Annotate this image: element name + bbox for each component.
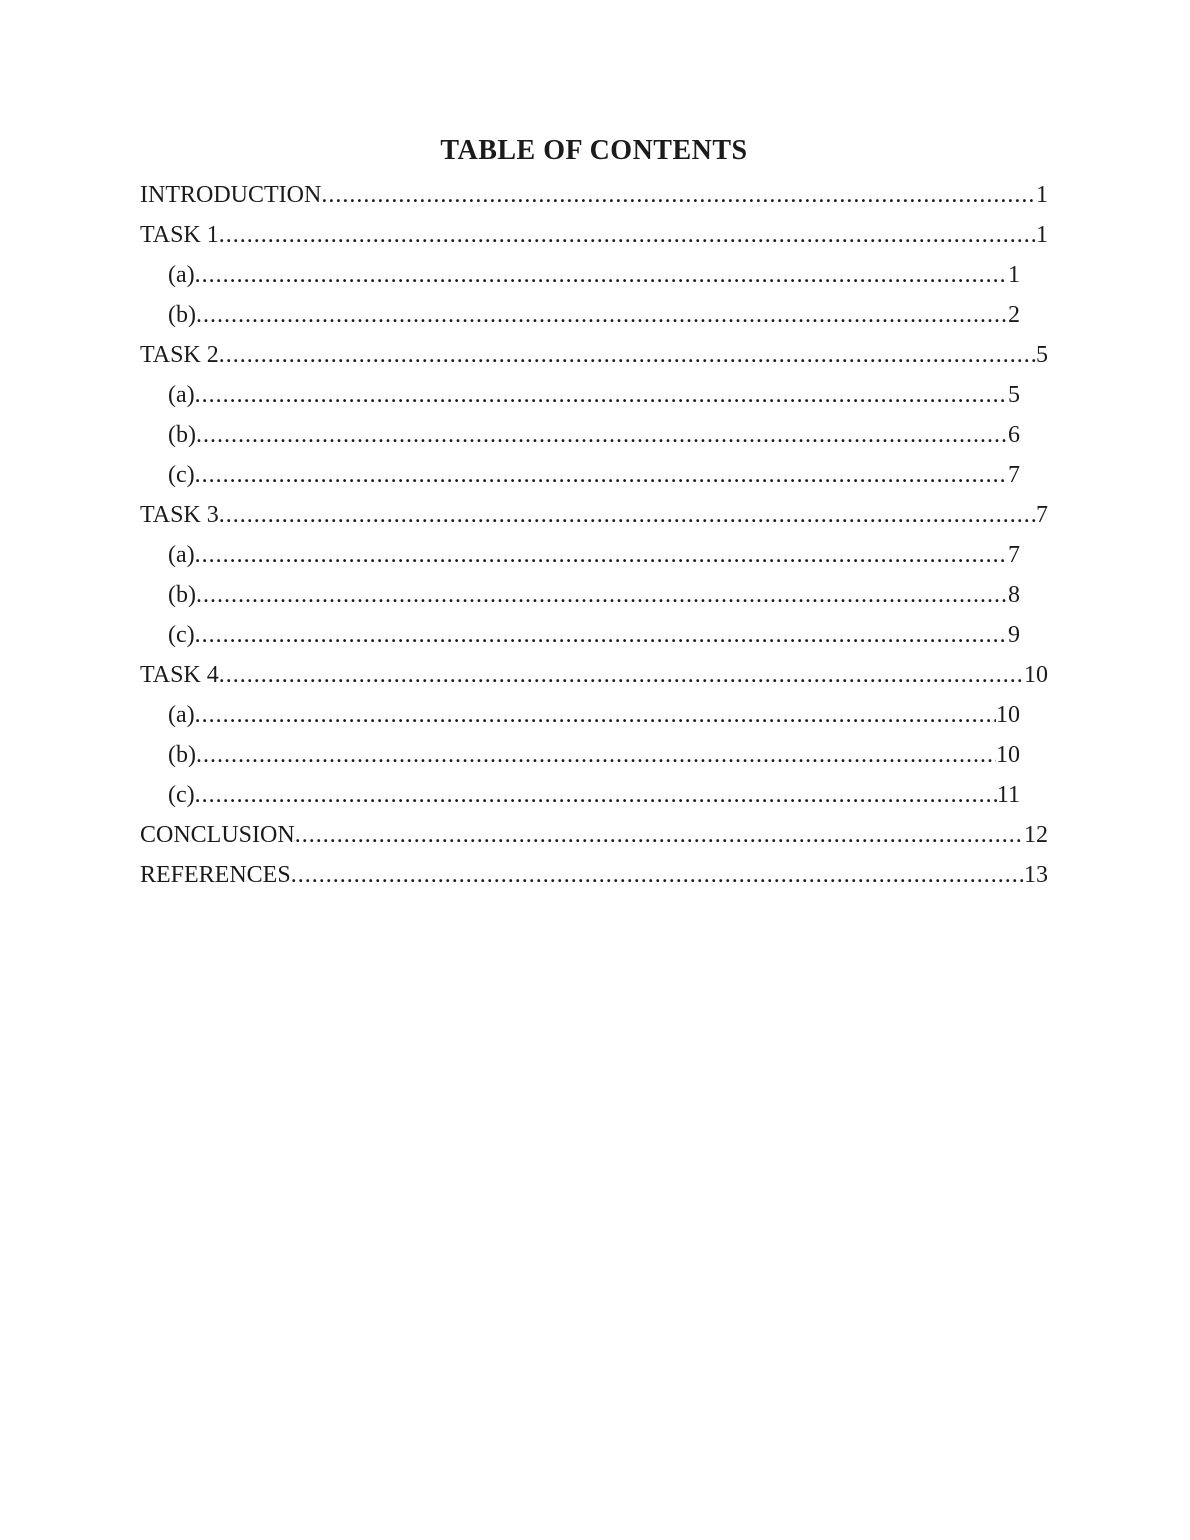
- toc-entry: (a) 7: [140, 535, 1048, 575]
- toc-entry-label: (b): [168, 581, 196, 608]
- toc-entry: TASK 4 10: [140, 655, 1048, 695]
- dot-leader: [196, 415, 1008, 455]
- toc-list: INTRODUCTION 1 TASK 1 1 (a) 1 (b) 2 TASK…: [140, 175, 1048, 895]
- toc-entry: TASK 1 1: [140, 215, 1048, 255]
- toc-page-number: 10: [996, 701, 1020, 728]
- toc-page-number: 1: [1036, 221, 1048, 248]
- dot-leader: [219, 655, 1024, 695]
- toc-entry: TASK 3 7: [140, 495, 1048, 535]
- toc-entry-label: TASK 4: [140, 661, 219, 688]
- toc-entry-label: REFERENCES: [140, 861, 291, 888]
- toc-page-number: 5: [1036, 341, 1048, 368]
- toc-page-number: 1: [1036, 181, 1048, 208]
- dot-leader: [321, 175, 1036, 215]
- dot-leader: [219, 495, 1036, 535]
- toc-entry-label: (c): [168, 461, 195, 488]
- toc-page-number: 9: [1008, 621, 1020, 648]
- toc-entry-label: (b): [168, 741, 196, 768]
- toc-entry: (b) 6: [140, 415, 1048, 455]
- toc-entry: TASK 2 5: [140, 335, 1048, 375]
- toc-entry-label: TASK 3: [140, 501, 219, 528]
- toc-page-number: 5: [1008, 381, 1020, 408]
- toc-page-number: 10: [1024, 661, 1048, 688]
- dot-leader: [291, 855, 1024, 895]
- toc-page-number: 1: [1008, 261, 1020, 288]
- dot-leader: [195, 375, 1008, 415]
- toc-entry: INTRODUCTION 1: [140, 175, 1048, 215]
- toc-page-number: 2: [1008, 301, 1020, 328]
- dot-leader: [195, 775, 997, 815]
- toc-entry: (c) 11: [140, 775, 1048, 815]
- toc-entry-label: (a): [168, 381, 195, 408]
- dot-leader: [195, 535, 1008, 575]
- toc-entry-label: TASK 1: [140, 221, 219, 248]
- toc-page-number: 7: [1036, 501, 1048, 528]
- toc-entry-label: (a): [168, 701, 195, 728]
- toc-entry: (b) 2: [140, 295, 1048, 335]
- toc-entry-label: (a): [168, 261, 195, 288]
- dot-leader: [195, 615, 1008, 655]
- dot-leader: [295, 815, 1024, 855]
- dot-leader: [195, 255, 1008, 295]
- toc-entry: (a) 1: [140, 255, 1048, 295]
- toc-entry-label: (b): [168, 301, 196, 328]
- dot-leader: [219, 215, 1036, 255]
- toc-title: TABLE OF CONTENTS: [440, 135, 748, 166]
- toc-entry: (c) 7: [140, 455, 1048, 495]
- toc-page-number: 10: [996, 741, 1020, 768]
- dot-leader: [196, 295, 1008, 335]
- toc-entry-label: (c): [168, 781, 195, 808]
- toc-entry-label: (b): [168, 421, 196, 448]
- toc-entry-label: TASK 2: [140, 341, 219, 368]
- toc-entry-label: (c): [168, 621, 195, 648]
- toc-entry-label: CONCLUSION: [140, 821, 295, 848]
- dot-leader: [195, 695, 996, 735]
- toc-entry: (b) 10: [140, 735, 1048, 775]
- toc-page-number: 13: [1024, 861, 1048, 888]
- toc-entry: (a) 10: [140, 695, 1048, 735]
- toc-page-number: 11: [996, 781, 1020, 808]
- toc-page-number: 8: [1008, 581, 1020, 608]
- toc-entry: CONCLUSION 12: [140, 815, 1048, 855]
- toc-entry: (b) 8: [140, 575, 1048, 615]
- toc-entry-label: (a): [168, 541, 195, 568]
- toc-page-number: 6: [1008, 421, 1020, 448]
- toc-page-number: 12: [1024, 821, 1048, 848]
- toc-page-number: 7: [1008, 461, 1020, 488]
- dot-leader: [195, 455, 1008, 495]
- dot-leader: [196, 735, 996, 775]
- toc-entry: (c) 9: [140, 615, 1048, 655]
- toc-entry-label: INTRODUCTION: [140, 181, 322, 208]
- toc-page-number: 7: [1008, 541, 1020, 568]
- dot-leader: [196, 575, 1008, 615]
- toc-entry: (a) 5: [140, 375, 1048, 415]
- toc-entry: REFERENCES 13: [140, 855, 1048, 895]
- dot-leader: [219, 335, 1036, 375]
